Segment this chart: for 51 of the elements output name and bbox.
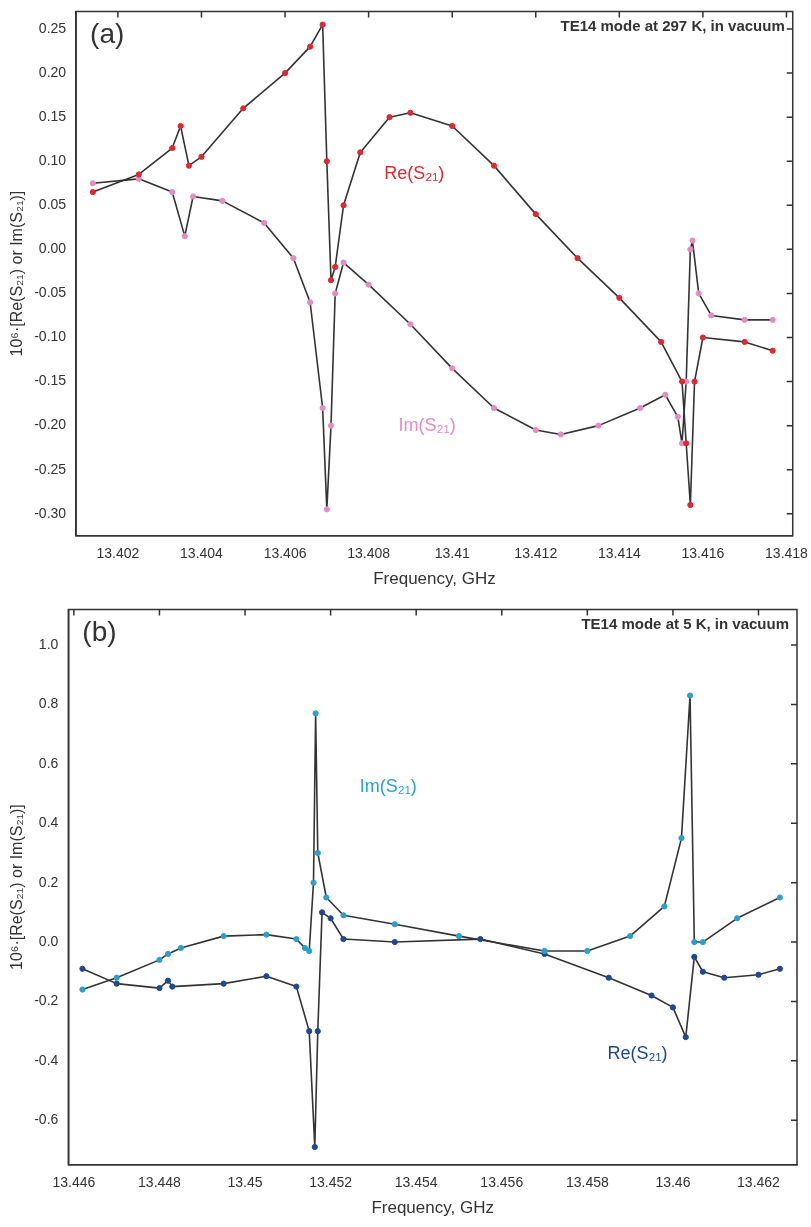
y-tick-label: 0.6 bbox=[38, 754, 59, 771]
x-tick-label: 13.458 bbox=[565, 1174, 609, 1191]
text: Re(S₂₁) bbox=[607, 1042, 668, 1063]
x-tick-label: 13.402 bbox=[96, 545, 140, 562]
x-tick-label: 13.45 bbox=[227, 1174, 263, 1191]
x-tick-label: 13.406 bbox=[263, 545, 307, 562]
x-tick-label: 13.46 bbox=[655, 1174, 691, 1191]
x-tick-label: 13.412 bbox=[514, 545, 558, 562]
y-tick-label: -0.25 bbox=[34, 460, 67, 477]
x-tick-label: 13.418 bbox=[765, 545, 809, 562]
y-tick-label: -0.15 bbox=[34, 372, 67, 389]
y-axis-title: 10⁶·[Re(S₂₁) or Im(S₂₁)] bbox=[8, 190, 26, 357]
x-tick-label: 13.448 bbox=[138, 1174, 182, 1191]
annotation: (b) bbox=[82, 616, 117, 648]
x-tick-label: 13.454 bbox=[394, 1174, 438, 1191]
annotation: (a) bbox=[90, 18, 125, 50]
x-tick-label: 13.416 bbox=[681, 545, 725, 562]
y-tick-label: 0.05 bbox=[38, 196, 67, 213]
y-tick-label: -0.30 bbox=[34, 504, 67, 521]
text: Re(S₂₁) bbox=[384, 162, 445, 183]
y-tick-label: 0.15 bbox=[38, 108, 67, 125]
y-tick-label: 0.0 bbox=[38, 932, 59, 949]
x-axis-title: Frequency, GHz bbox=[371, 1198, 494, 1218]
x-tick-label: 13.414 bbox=[597, 545, 641, 562]
y-tick-label: 0.20 bbox=[38, 63, 67, 80]
x-tick-label: 13.456 bbox=[480, 1174, 524, 1191]
y-tick-label: 1.0 bbox=[38, 635, 59, 652]
y-tick-label: -0.10 bbox=[34, 328, 67, 345]
x-tick-label: 13.462 bbox=[737, 1174, 781, 1191]
x-tick-label: 13.452 bbox=[309, 1174, 353, 1191]
y-tick-label: -0.05 bbox=[34, 284, 67, 301]
chart-title: TE14 mode at 297 K, in vacuum bbox=[560, 17, 785, 35]
x-tick-label: 13.446 bbox=[52, 1174, 96, 1191]
x-axis-title: Frequency, GHz bbox=[373, 569, 496, 589]
y-tick-label: 0.25 bbox=[38, 19, 67, 36]
text: Im(S₂₁) bbox=[359, 776, 417, 797]
text: Im(S₂₁) bbox=[398, 414, 456, 435]
x-tick-label: 13.404 bbox=[180, 545, 224, 562]
y-tick-label: -0.4 bbox=[34, 1051, 59, 1068]
x-tick-label: 13.408 bbox=[347, 545, 391, 562]
y-tick-label: -0.20 bbox=[34, 416, 67, 433]
y-tick-label: -0.2 bbox=[34, 992, 59, 1009]
y-tick-label: -0.6 bbox=[34, 1111, 59, 1128]
x-tick-label: 13.41 bbox=[434, 545, 470, 562]
y-axis-title: 10⁶·[Re(S₂₁) or Im(S₂₁)] bbox=[8, 804, 26, 971]
y-tick-label: 0.10 bbox=[38, 152, 67, 169]
y-tick-label: 0.2 bbox=[38, 873, 59, 890]
y-tick-label: 0.00 bbox=[38, 240, 67, 257]
y-tick-label: 0.4 bbox=[38, 814, 59, 831]
chart-title: TE14 mode at 5 K, in vacuum bbox=[581, 615, 789, 633]
y-tick-label: 0.8 bbox=[38, 695, 59, 712]
